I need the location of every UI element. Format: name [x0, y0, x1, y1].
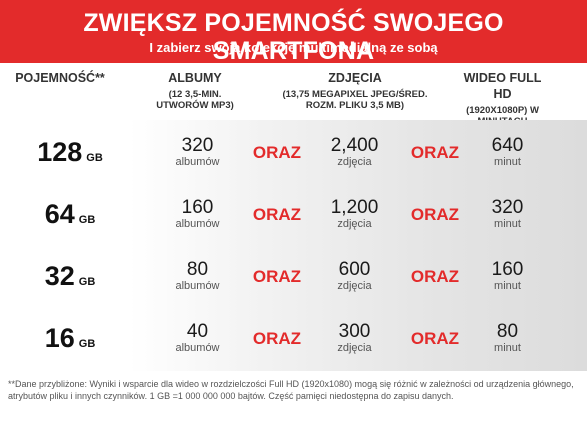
albums-value: 160	[181, 197, 214, 218]
photos-value: 1,200	[330, 197, 379, 218]
video-label: minut	[494, 218, 521, 230]
video-cell: 160 minut	[465, 244, 550, 309]
photos-cell: 1,200 zdjęcia	[307, 182, 402, 247]
photos-label: zdjęcia	[337, 156, 372, 168]
capacity-unit: GB	[86, 151, 103, 164]
header-photos: ZDJĘCIA (13,75 MEGAPIXEL JPEG/ŚRED. ROZM…	[280, 70, 430, 111]
albums-cell: 320 albumów	[150, 120, 245, 185]
photos-value: 600	[338, 259, 371, 280]
capacity-row-64: 64 GB 160 albumów ORAZ 1,200 zdjęcia ORA…	[0, 182, 587, 247]
photos-cell: 2,400 zdjęcia	[307, 120, 402, 185]
header-albums-title: ALBUMY	[168, 71, 222, 85]
banner-subtitle: I zabierz swoją kolekcję multimedialną z…	[149, 40, 438, 55]
header-albums-sub: (12 3,5-MIN. UTWORÓW MP3)	[156, 89, 234, 111]
albums-value: 80	[186, 259, 209, 280]
connector-oraz: ORAZ	[252, 328, 302, 348]
capacity-unit: GB	[78, 213, 96, 226]
header-photos-title: ZDJĘCIA	[328, 71, 382, 85]
header-video-title: WIDEO FULL HD	[463, 71, 542, 101]
albums-value: 40	[186, 321, 209, 342]
video-label: minut	[494, 156, 521, 168]
video-label: minut	[494, 280, 521, 292]
video-cell: 320 minut	[465, 182, 550, 247]
header-banner: ZWIĘKSZ POJEMNOŚĆ SWOJEGO SMARTFONA I za…	[0, 0, 587, 65]
capacity-unit: GB	[78, 275, 96, 288]
capacity-value: 16	[44, 323, 75, 353]
capacity-cell: 64 GB	[0, 182, 140, 247]
header-capacity: POJEMNOŚĆ**	[8, 70, 112, 86]
photos-label: zdjęcia	[337, 342, 372, 354]
header-capacity-title: POJEMNOŚĆ**	[15, 71, 105, 85]
footnote: **Dane przybliżone: Wyniki i wsparcie dl…	[8, 379, 574, 401]
video-value: 80	[496, 321, 519, 342]
capacity-row-128: 128 GB 320 albumów ORAZ 2,400 zdjęcia OR…	[0, 120, 587, 185]
albums-cell: 80 albumów	[150, 244, 245, 309]
photos-label: zdjęcia	[337, 280, 372, 292]
connector-oraz: ORAZ	[410, 328, 460, 348]
capacity-cell: 32 GB	[0, 244, 140, 309]
header-photos-sub: (13,75 MEGAPIXEL JPEG/ŚRED. ROZM. PLIKU …	[282, 89, 428, 111]
capacity-cell: 16 GB	[0, 306, 140, 371]
albums-label: albumów	[175, 280, 220, 292]
video-value: 640	[491, 135, 524, 156]
connector-oraz: ORAZ	[252, 204, 302, 224]
albums-label: albumów	[175, 218, 220, 230]
video-value: 320	[491, 197, 524, 218]
capacity-cell: 128 GB	[0, 120, 140, 185]
video-label: minut	[494, 342, 521, 354]
connector-oraz: ORAZ	[410, 204, 460, 224]
photos-value: 2,400	[330, 135, 379, 156]
connector-oraz: ORAZ	[252, 266, 302, 286]
connector-oraz: ORAZ	[410, 266, 460, 286]
albums-cell: 40 albumów	[150, 306, 245, 371]
video-value: 160	[491, 259, 524, 280]
albums-value: 320	[181, 135, 214, 156]
capacity-row-16: 16 GB 40 albumów ORAZ 300 zdjęcia ORAZ 8…	[0, 306, 587, 371]
capacity-value: 32	[44, 261, 75, 291]
capacity-value: 128	[37, 137, 83, 167]
albums-cell: 160 albumów	[150, 182, 245, 247]
capacity-unit: GB	[78, 337, 96, 350]
photos-cell: 300 zdjęcia	[307, 306, 402, 371]
header-video: WIDEO FULL HD (1920X1080P) W MINUTACH	[455, 70, 550, 127]
video-cell: 80 minut	[465, 306, 550, 371]
banner-title: ZWIĘKSZ POJEMNOŚĆ SWOJEGO SMARTFONA	[83, 9, 504, 65]
albums-label: albumów	[175, 156, 220, 168]
connector-oraz: ORAZ	[410, 142, 460, 162]
photos-value: 300	[338, 321, 371, 342]
photos-label: zdjęcia	[337, 218, 372, 230]
photos-cell: 600 zdjęcia	[307, 244, 402, 309]
albums-label: albumów	[175, 342, 220, 354]
header-albums: ALBUMY (12 3,5-MIN. UTWORÓW MP3)	[145, 70, 245, 111]
capacity-row-32: 32 GB 80 albumów ORAZ 600 zdjęcia ORAZ 1…	[0, 244, 587, 309]
capacity-value: 64	[44, 199, 75, 229]
connector-oraz: ORAZ	[252, 142, 302, 162]
video-cell: 640 minut	[465, 120, 550, 185]
